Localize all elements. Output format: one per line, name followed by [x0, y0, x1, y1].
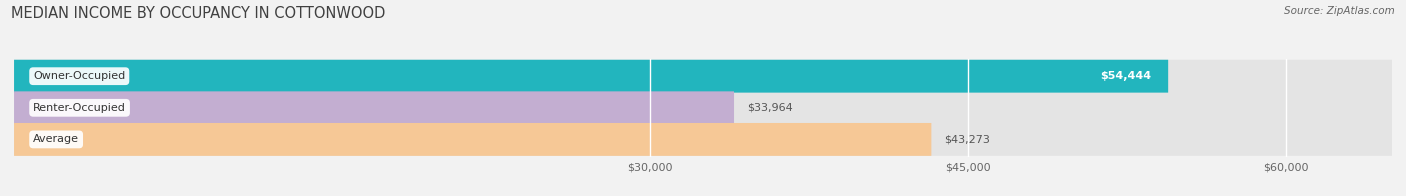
- FancyBboxPatch shape: [14, 123, 931, 156]
- Text: Owner-Occupied: Owner-Occupied: [34, 71, 125, 81]
- FancyBboxPatch shape: [14, 123, 1392, 156]
- FancyBboxPatch shape: [14, 60, 1168, 93]
- Text: $54,444: $54,444: [1099, 71, 1152, 81]
- FancyBboxPatch shape: [14, 91, 1392, 124]
- FancyBboxPatch shape: [14, 91, 734, 124]
- Text: $43,273: $43,273: [943, 134, 990, 144]
- Text: Average: Average: [34, 134, 79, 144]
- FancyBboxPatch shape: [14, 60, 1392, 93]
- Text: Renter-Occupied: Renter-Occupied: [34, 103, 127, 113]
- Text: Source: ZipAtlas.com: Source: ZipAtlas.com: [1284, 6, 1395, 16]
- Text: MEDIAN INCOME BY OCCUPANCY IN COTTONWOOD: MEDIAN INCOME BY OCCUPANCY IN COTTONWOOD: [11, 6, 385, 21]
- Text: $33,964: $33,964: [747, 103, 793, 113]
